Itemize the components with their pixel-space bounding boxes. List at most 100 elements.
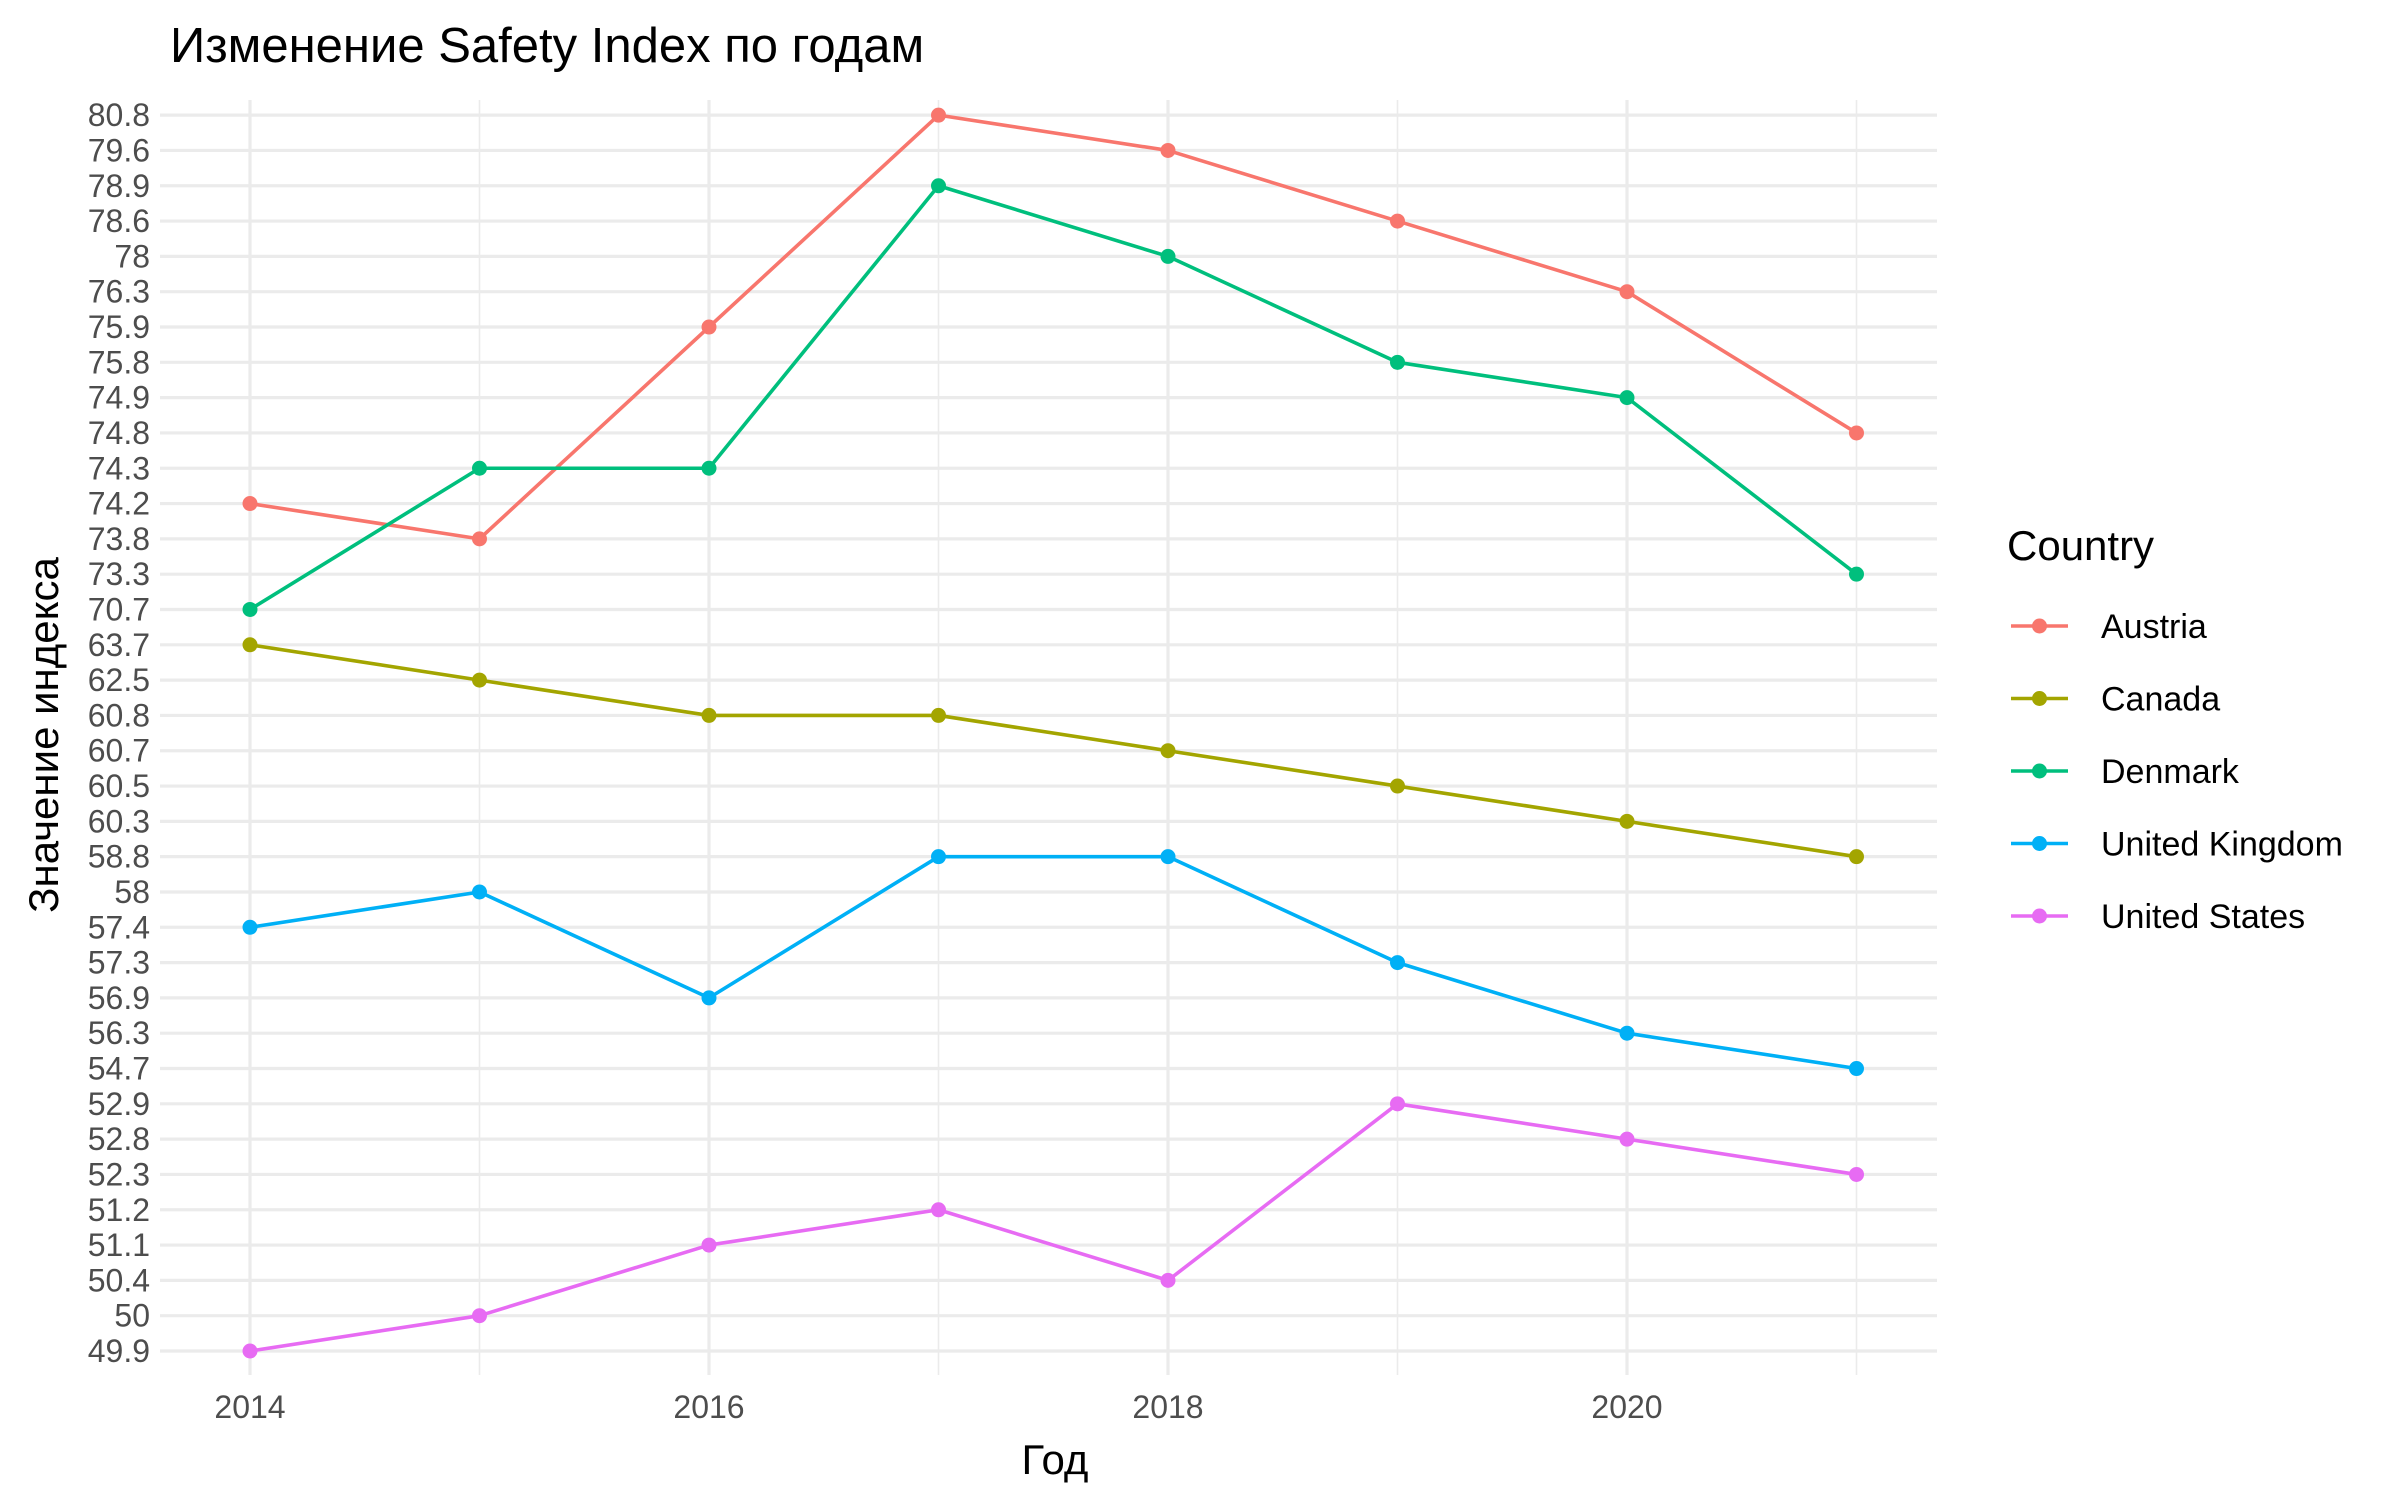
x-tick-label: 2014 (214, 1389, 285, 1425)
x-tick-label: 2018 (1132, 1389, 1203, 1425)
chart-title: Изменение Safety Index по годам (170, 19, 924, 73)
y-tick-label: 60.5 (88, 768, 150, 804)
x-tick-label: 2020 (1591, 1389, 1662, 1425)
legend-key-point (2032, 763, 2047, 779)
data-point (472, 1308, 487, 1324)
x-tick-label: 2016 (673, 1389, 744, 1425)
data-point (242, 496, 258, 512)
y-tick-label: 60.8 (88, 697, 150, 733)
legend-item: United Kingdom (2011, 826, 2343, 864)
y-tick-label: 62.5 (88, 662, 150, 698)
data-point (1160, 1272, 1176, 1288)
y-tick-label: 78.9 (88, 168, 150, 204)
series-line (249, 643, 1857, 859)
y-tick-label: 60.3 (88, 803, 150, 839)
data-point (242, 601, 258, 617)
legend-title: Country (2007, 522, 2154, 569)
data-point (472, 672, 487, 688)
data-point (931, 1202, 946, 1218)
y-tick-label: 50.4 (88, 1262, 150, 1298)
legend-label: United Kingdom (2101, 826, 2343, 864)
y-tick-label: 52.9 (88, 1086, 150, 1122)
data-point (931, 178, 946, 194)
data-point (1619, 284, 1635, 300)
y-tick-label: 80.8 (88, 97, 150, 133)
legend: Country Austria Canada Denmark United Kingd… (2007, 522, 2343, 936)
y-tick-label: 57.4 (88, 909, 150, 945)
y-tick-label: 58.8 (88, 839, 150, 875)
series-austria (242, 107, 1864, 547)
y-tick-label: 52.8 (88, 1121, 150, 1157)
data-point (242, 1343, 258, 1359)
data-point (1849, 566, 1864, 582)
data-point (1160, 142, 1176, 158)
data-point (1390, 955, 1405, 971)
legend-label: Denmark (2101, 753, 2240, 791)
legend-label: United States (2101, 898, 2305, 936)
legend-item: United States (2011, 898, 2305, 936)
y-axis-title: Значение индекса (20, 557, 67, 913)
x-axis-title: Год (1022, 1436, 1089, 1483)
y-tick-label: 52.3 (88, 1156, 150, 1192)
series-denmark (242, 178, 1864, 617)
data-point (701, 319, 717, 335)
y-tick-label: 79.6 (88, 132, 150, 168)
data-point (1849, 1166, 1864, 1182)
data-point (1619, 1025, 1635, 1041)
data-point (1619, 813, 1635, 829)
y-tick-label: 56.3 (88, 1015, 150, 1051)
data-point (472, 460, 487, 476)
legend-label: Austria (2101, 608, 2207, 646)
y-tick-label: 78 (114, 238, 150, 274)
data-point (242, 919, 258, 935)
gridlines (160, 100, 1937, 1375)
y-tick-label: 74.9 (88, 380, 150, 416)
data-point (1390, 213, 1405, 229)
data-point (1390, 354, 1405, 370)
legend-item: Austria (2011, 608, 2207, 646)
y-tick-label: 75.8 (88, 344, 150, 380)
legend-key-point (2032, 908, 2047, 924)
legend-label: Canada (2101, 681, 2220, 719)
y-tick-label: 74.8 (88, 415, 150, 451)
x-axis-ticks: 2014 2016 2018 2020 (214, 1389, 1662, 1425)
y-tick-label: 73.3 (88, 556, 150, 592)
y-tick-label: 74.2 (88, 486, 150, 522)
series-line (249, 183, 1858, 612)
data-point (931, 849, 946, 865)
y-tick-label: 50 (114, 1298, 150, 1334)
series-line (249, 113, 1858, 541)
y-axis-ticks: 49.95050.451.151.252.352.852.954.756.356… (88, 97, 150, 1369)
legend-key-point (2032, 618, 2047, 634)
legend-item: Denmark (2011, 753, 2240, 791)
data-point (472, 531, 487, 547)
y-tick-label: 76.3 (88, 274, 150, 310)
series-lines (242, 107, 1864, 1359)
data-point (701, 990, 717, 1006)
series-united-states (242, 1096, 1864, 1359)
series-line (249, 854, 1857, 1071)
data-point (701, 707, 717, 723)
y-tick-label: 63.7 (88, 627, 150, 663)
data-point (1390, 778, 1405, 794)
series-united-kingdom (242, 849, 1864, 1077)
legend-item: Canada (2011, 681, 2220, 719)
y-tick-label: 57.3 (88, 945, 150, 981)
data-point (1849, 425, 1864, 441)
data-point (1160, 849, 1176, 865)
legend-key-point (2032, 836, 2047, 851)
data-point (1619, 1131, 1635, 1147)
data-point (1390, 1096, 1405, 1112)
y-tick-label: 60.7 (88, 733, 150, 769)
y-tick-label: 78.6 (88, 203, 150, 239)
y-tick-label: 70.7 (88, 591, 150, 627)
y-tick-label: 58 (114, 874, 150, 910)
data-point (1160, 743, 1176, 759)
series-canada (242, 637, 1864, 865)
data-point (701, 1237, 717, 1253)
legend-key-point (2032, 691, 2047, 706)
y-tick-label: 49.9 (88, 1333, 150, 1369)
y-tick-label: 73.8 (88, 521, 150, 557)
y-tick-label: 51.2 (88, 1192, 150, 1228)
